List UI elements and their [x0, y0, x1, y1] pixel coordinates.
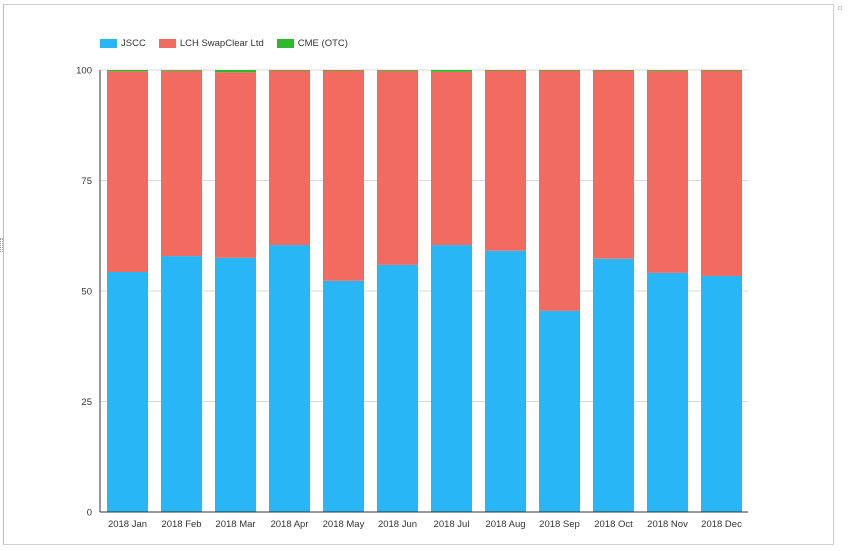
y-tick-label: 25 [81, 397, 92, 408]
x-tick-label: 2018 Nov [647, 519, 688, 530]
bar-segment-lch [485, 70, 526, 251]
bar-segment-lch [593, 70, 634, 259]
x-tick-label: 2018 Jun [378, 519, 417, 530]
bar-segment-cme [431, 70, 472, 72]
bar-segment-jscc [323, 280, 364, 512]
bar-segment-lch [701, 70, 742, 276]
bar-segment-cme [377, 70, 418, 71]
bar-segment-cme [593, 70, 634, 71]
bar-segment-lch [161, 70, 202, 257]
bar-segment-jscc [431, 245, 472, 513]
bar-segment-jscc [647, 272, 688, 512]
bar-segment-cme [215, 70, 256, 73]
x-tick-label: 2018 Sep [539, 519, 580, 530]
bar-segment-cme [323, 70, 364, 71]
bar-segment-cme [269, 70, 310, 71]
legend-swatch-lch [158, 38, 176, 48]
bar-segment-jscc [269, 245, 310, 513]
legend-label-lch: LCH SwapClear Ltd [179, 37, 264, 49]
legend-label-cme: CME (OTC) [297, 37, 348, 49]
bar-segment-cme [161, 70, 202, 71]
x-tick-label: 2018 Jul [434, 519, 470, 530]
bar-segment-jscc [485, 250, 526, 512]
bar-segment-cme [107, 70, 148, 72]
x-tick-label: 2018 May [323, 519, 365, 530]
legend-item-cme[interactable]: CME (OTC) [276, 37, 348, 49]
bar-segment-jscc [377, 264, 418, 512]
y-tick-label: 50 [81, 287, 92, 298]
legend-swatch-jscc [100, 38, 117, 48]
x-tick-label: 2018 Jan [108, 519, 147, 530]
bar-segment-lch [323, 70, 364, 281]
bar-segment-cme [539, 70, 580, 71]
y-tick-label: 100 [76, 66, 92, 77]
bar-segment-cme [701, 70, 742, 71]
y-tick-label: 0 [87, 508, 92, 519]
bar-segment-lch [269, 70, 310, 246]
resize-grip[interactable] [0, 238, 3, 252]
bar-segment-cme [647, 70, 688, 71]
legend-label-jscc: JSCC [121, 37, 146, 49]
corner-handle [838, 6, 842, 10]
bar-segment-lch [539, 70, 580, 311]
bar-segment-jscc [593, 258, 634, 512]
legend-item-jscc[interactable]: JSCC [100, 38, 146, 49]
bar-segment-jscc [215, 257, 256, 512]
x-tick-label: 2018 Apr [270, 519, 308, 530]
chart-legend: JSCC LCH SwapClear Ltd CME (OTC) [100, 36, 361, 50]
bar-segment-lch [647, 70, 688, 273]
y-tick-label: 75 [81, 176, 92, 187]
legend-item-lch[interactable]: LCH SwapClear Ltd [158, 37, 264, 49]
legend-swatch-cme [276, 38, 294, 48]
bar-segment-lch [107, 71, 148, 272]
bar-segment-jscc [539, 310, 580, 512]
x-tick-label: 2018 Aug [485, 519, 525, 530]
bar-segment-cme [485, 70, 526, 71]
x-tick-label: 2018 Mar [215, 519, 255, 530]
x-tick-label: 2018 Dec [701, 519, 742, 530]
bar-segment-lch [377, 70, 418, 265]
x-tick-label: 2018 Feb [161, 519, 201, 530]
bar-segment-lch [431, 71, 472, 246]
bar-segment-jscc [701, 275, 742, 512]
bar-segment-jscc [161, 256, 202, 512]
x-tick-label: 2018 Oct [594, 519, 633, 530]
bar-segment-jscc [107, 271, 148, 512]
bar-segment-lch [215, 72, 256, 258]
